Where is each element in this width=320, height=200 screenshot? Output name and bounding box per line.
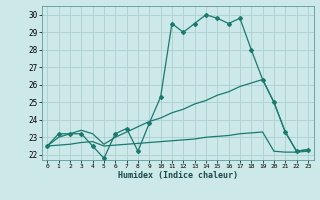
X-axis label: Humidex (Indice chaleur): Humidex (Indice chaleur) bbox=[118, 171, 237, 180]
